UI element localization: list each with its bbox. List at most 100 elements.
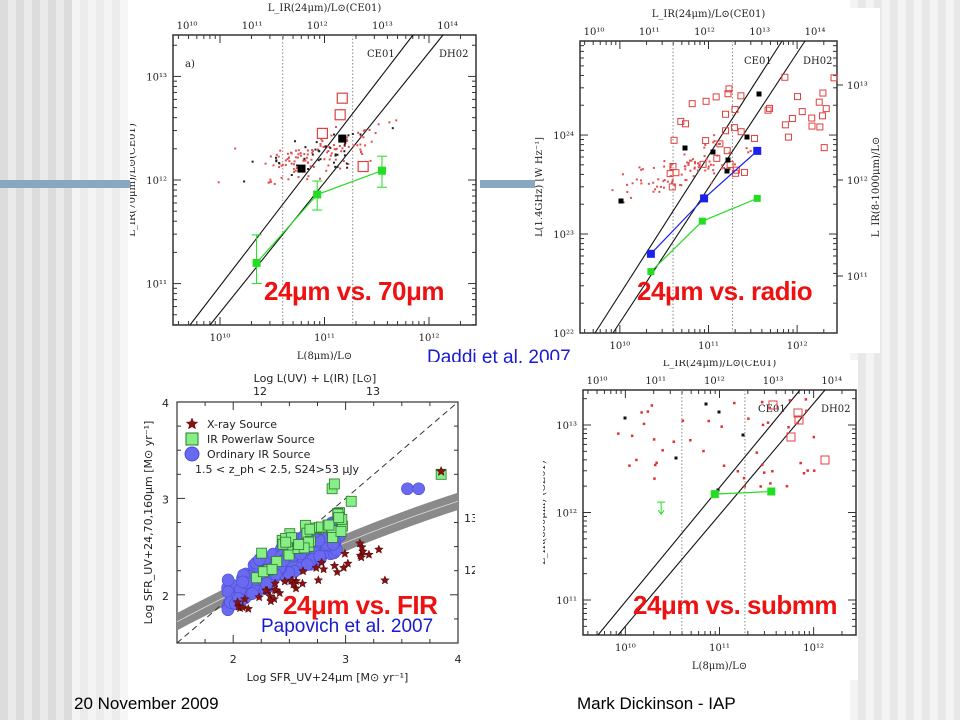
relation-line xyxy=(617,389,826,636)
top-tick-label: 10¹⁴ xyxy=(437,21,458,32)
red-source-point xyxy=(723,166,726,169)
red-source-point xyxy=(270,180,273,183)
red-source-point xyxy=(369,159,372,162)
chart-submm-svg: 10¹⁰ 10¹¹ 10¹² 10¹¹ 10¹² 10¹³ 10¹⁰ 10¹¹ 10¹² 10¹³… xyxy=(543,360,857,672)
red-source-point xyxy=(297,153,300,156)
red-source-point xyxy=(691,158,694,161)
red-open-point xyxy=(336,92,348,104)
red-source-point xyxy=(713,134,716,137)
red-source-point xyxy=(294,149,297,152)
red-source-point xyxy=(658,190,661,193)
red-source-point xyxy=(755,451,759,454)
ir-powerlaw-point xyxy=(266,563,278,575)
xray-source-point xyxy=(274,588,285,598)
black-source-point xyxy=(278,162,281,165)
red-source-point xyxy=(663,160,666,163)
xray-source-point xyxy=(356,552,367,562)
red-source-point xyxy=(281,163,284,166)
red-source-point xyxy=(340,150,343,153)
red-source-point xyxy=(294,169,297,172)
black-source-point xyxy=(336,153,339,156)
red-source-point xyxy=(720,167,723,170)
red-source-point xyxy=(707,165,710,168)
red-source-point xyxy=(680,184,683,187)
black-source-point xyxy=(347,134,350,137)
black-source-point xyxy=(756,91,762,97)
chart-radio-svg: 10¹⁰ 10¹¹ 10¹² 10²² 10²³ 10²⁴ 10¹⁰ 10¹¹ 10¹² 10¹³… xyxy=(535,9,880,352)
top-tick-label: 10¹⁴ xyxy=(821,376,842,387)
red-source-point xyxy=(320,138,323,141)
red-source-point xyxy=(640,168,643,171)
ir-powerlaw-point xyxy=(335,525,347,537)
black-source-point xyxy=(725,157,731,163)
y-axis-label: L_IR(850μm) (CE01) xyxy=(543,460,548,565)
black-source-point xyxy=(391,127,394,130)
x-tick-label: 10¹¹ xyxy=(698,341,719,352)
red-open-point xyxy=(785,133,793,141)
red-source-point xyxy=(317,148,320,151)
line-label-dh02: DH02 xyxy=(439,49,468,60)
xray-source-point xyxy=(355,538,365,548)
red-source-point xyxy=(680,173,683,176)
red-source-point xyxy=(703,155,706,158)
red-open-point xyxy=(816,123,824,131)
red-open-point xyxy=(820,144,828,152)
red-open-point xyxy=(722,127,730,135)
black-source-point xyxy=(716,488,720,492)
red-source-point xyxy=(306,178,309,181)
black-source-point xyxy=(717,410,721,414)
red-open-point xyxy=(702,97,710,105)
red-source-point xyxy=(704,169,707,172)
black-source-point xyxy=(741,433,745,437)
red-open-point xyxy=(672,169,680,177)
top-axis-label: L_IR(24μm)/L⊙(CE01) xyxy=(663,360,777,369)
black-source-point xyxy=(346,166,349,169)
red-source-point xyxy=(360,151,363,154)
xray-source-point xyxy=(380,575,390,585)
red-source-point xyxy=(370,140,373,143)
red-source-point xyxy=(368,128,371,131)
black-source-point xyxy=(304,146,307,149)
black-source-point xyxy=(317,159,320,162)
red-source-point xyxy=(272,164,275,167)
top-tick-label: 10¹⁴ xyxy=(805,27,826,38)
chart-radio-caption: 24μm vs. radio xyxy=(637,276,813,306)
top-tick-label: 10¹¹ xyxy=(639,27,660,38)
red-open-point xyxy=(794,415,804,425)
red-source-point xyxy=(712,141,715,144)
legend-label: IR Powerlaw Source xyxy=(207,433,315,446)
x-axis-label: L(8μm)/L⊙ xyxy=(692,661,747,672)
top-tick-label: 10¹³ xyxy=(372,21,393,32)
y-tick-label: 10²³ xyxy=(553,230,574,241)
red-source-point xyxy=(670,163,673,166)
red-source-point xyxy=(670,181,673,184)
red-source-point xyxy=(621,173,624,176)
red-source-point xyxy=(771,469,774,473)
red-source-point xyxy=(693,166,696,169)
ordinary-ir-point xyxy=(412,482,425,496)
red-source-point xyxy=(300,154,303,157)
red-source-point xyxy=(688,159,691,162)
line-label-dh02: DH02 xyxy=(821,404,850,415)
red-source-point xyxy=(684,178,687,181)
red-source-point xyxy=(361,153,364,156)
xray-source-point xyxy=(343,558,353,568)
red-open-point xyxy=(725,85,733,93)
legend-note: 1.5 < z_ph < 2.5, S24>53 μJy xyxy=(195,463,360,476)
xray-source-point xyxy=(270,578,280,588)
red-source-point xyxy=(374,132,377,135)
red-source-point xyxy=(713,140,716,143)
black-source-point xyxy=(329,146,332,149)
black-source-point xyxy=(343,154,346,157)
x-tick-label: 10¹² xyxy=(787,341,808,352)
xray-source-point xyxy=(288,579,299,589)
legend-ordinary-marker xyxy=(184,446,200,462)
red-source-point xyxy=(329,154,332,157)
red-source-point xyxy=(769,482,772,485)
black-source-point xyxy=(623,416,627,420)
black-source-point xyxy=(314,148,317,151)
red-source-point xyxy=(669,166,672,169)
red-source-point xyxy=(293,160,296,163)
red-source-point xyxy=(733,163,736,166)
